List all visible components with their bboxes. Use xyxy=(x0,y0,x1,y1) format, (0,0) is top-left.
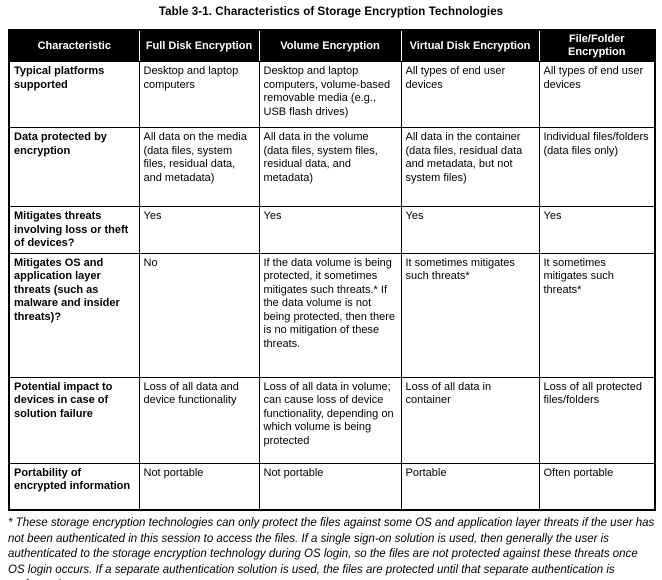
table-cell: Loss of all data in container xyxy=(400,376,540,464)
header-cell-virtual-disk: Virtual Disk Encryption xyxy=(400,30,540,62)
table-cell: Portable xyxy=(400,462,540,511)
table-row-impact: Potential impact to devices in case of s… xyxy=(8,376,656,464)
table-cell: It sometimes mitigates such threats* xyxy=(538,252,656,378)
table-cell: Not portable xyxy=(258,462,402,511)
table-row-portability: Portability of encrypted information Not… xyxy=(8,462,656,511)
table-cell: Loss of all data in volume; can cause lo… xyxy=(258,376,402,464)
table-cell: Desktop and laptop computers xyxy=(138,61,260,128)
header-cell-full-disk: Full Disk Encryption xyxy=(138,30,260,62)
table-header-row: Characteristic Full Disk Encryption Volu… xyxy=(8,30,656,62)
table-cell: All data on the media (data files, syste… xyxy=(138,127,260,207)
row-header-cell: Mitigates threats involving loss or thef… xyxy=(8,206,140,254)
table-cell: All types of end user devices xyxy=(400,61,540,128)
table-cell: All types of end user devices xyxy=(538,61,656,128)
table-cell: If the data volume is being protected, i… xyxy=(258,252,402,378)
table-title: Table 3-1. Characteristics of Storage En… xyxy=(158,6,504,18)
header-cell-file-folder: File/Folder Encryption xyxy=(538,30,656,62)
table-cell: Yes xyxy=(138,206,260,254)
table-row-platforms: Typical platforms supported Desktop and … xyxy=(8,61,656,128)
table-row-loss-theft: Mitigates threats involving loss or thef… xyxy=(8,206,656,254)
storage-encryption-table: Characteristic Full Disk Encryption Volu… xyxy=(8,29,656,511)
table-cell: Desktop and laptop computers, volume-bas… xyxy=(258,61,402,128)
row-header-cell: Data protected by encryption xyxy=(8,127,140,207)
table-row-data-protected: Data protected by encryption All data on… xyxy=(8,127,656,207)
table-cell: Yes xyxy=(538,206,656,254)
row-header-cell: Portability of encrypted information xyxy=(8,462,140,511)
table-cell: It sometimes mitigates such threats* xyxy=(400,252,540,378)
table-cell: Yes xyxy=(400,206,540,254)
table-row-os-threats: Mitigates OS and application layer threa… xyxy=(8,252,656,378)
table-footnote: * These storage encryption technologies … xyxy=(8,517,655,580)
table-cell: No xyxy=(138,252,260,378)
table-cell: Loss of all protected files/folders xyxy=(538,376,656,464)
row-header-cell: Mitigates OS and application layer threa… xyxy=(8,252,140,378)
row-header-cell: Potential impact to devices in case of s… xyxy=(8,376,140,464)
table-cell: Yes xyxy=(258,206,402,254)
row-header-cell: Typical platforms supported xyxy=(8,61,140,128)
header-cell-volume: Volume Encryption xyxy=(258,30,402,62)
table-cell: Loss of all data and device functionalit… xyxy=(138,376,260,464)
table-cell: All data in the volume (data files, syst… xyxy=(258,127,402,207)
table-cell: Often portable xyxy=(538,462,656,511)
table-cell: Individual files/folders (data files onl… xyxy=(538,127,656,207)
header-cell-characteristic: Characteristic xyxy=(8,30,140,62)
table-cell: Not portable xyxy=(138,462,260,511)
table-cell: All data in the container (data files, r… xyxy=(400,127,540,207)
